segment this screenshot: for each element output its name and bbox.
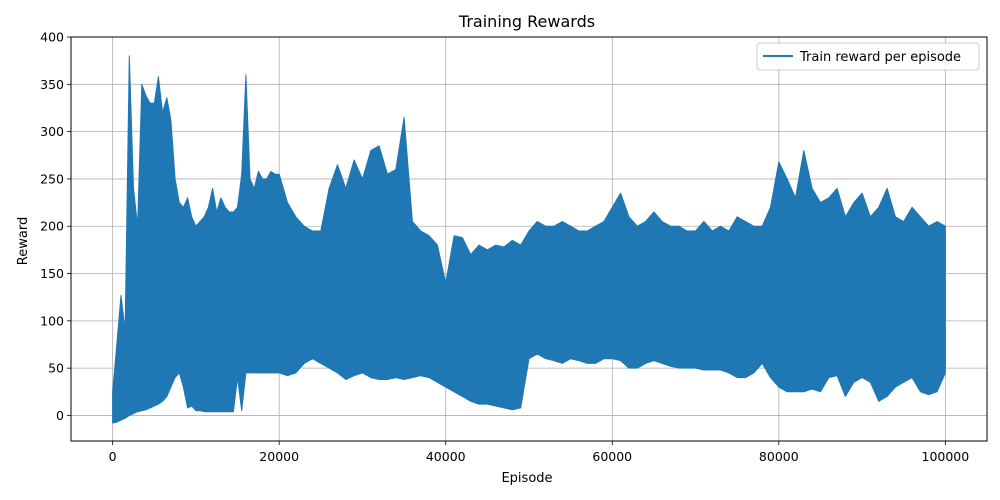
y-axis-label: Reward [16, 217, 31, 265]
train-reward-series [112, 55, 946, 424]
axes-frame [70, 36, 988, 442]
y-tick-label: 350 [40, 77, 64, 92]
y-tick-label: 250 [40, 171, 64, 186]
y-tick-label: 50 [48, 361, 64, 376]
x-tick-label: 60000 [592, 449, 632, 464]
legend-box [756, 42, 980, 71]
x-tick-label: 0 [109, 449, 117, 464]
x-tick-label: 80000 [759, 449, 799, 464]
y-tick-label: 300 [40, 124, 64, 139]
legend-label: Train reward per episode [799, 50, 961, 65]
chart-title: Training Rewards [458, 12, 595, 31]
x-tick-label: 100000 [922, 449, 970, 464]
legend: Train reward per episode [756, 42, 980, 71]
y-tick-label: 400 [40, 30, 64, 45]
y-tick-label: 200 [40, 219, 64, 234]
x-tick-label: 40000 [426, 449, 466, 464]
plot-area [112, 55, 946, 424]
axis-ticks: 0 20000 40000 60000 80000 100000 0 50 100 150 200 2… [40, 30, 969, 465]
x-tick-label: 20000 [259, 449, 299, 464]
x-axis-label: Episode [501, 471, 552, 486]
y-tick-label: 100 [40, 313, 64, 328]
y-tick-label: 150 [40, 266, 64, 281]
y-tick-label: 0 [56, 408, 64, 423]
